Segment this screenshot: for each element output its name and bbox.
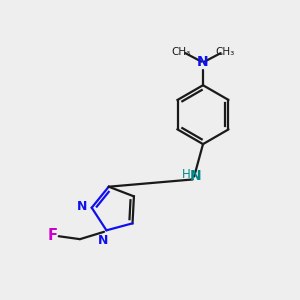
Text: CH₃: CH₃	[171, 47, 190, 57]
Text: N: N	[77, 200, 87, 213]
Text: N: N	[190, 169, 202, 184]
Text: CH₃: CH₃	[215, 47, 235, 57]
Text: N: N	[98, 234, 109, 247]
Text: H: H	[182, 168, 190, 181]
Text: N: N	[197, 55, 209, 69]
Text: F: F	[47, 228, 57, 243]
